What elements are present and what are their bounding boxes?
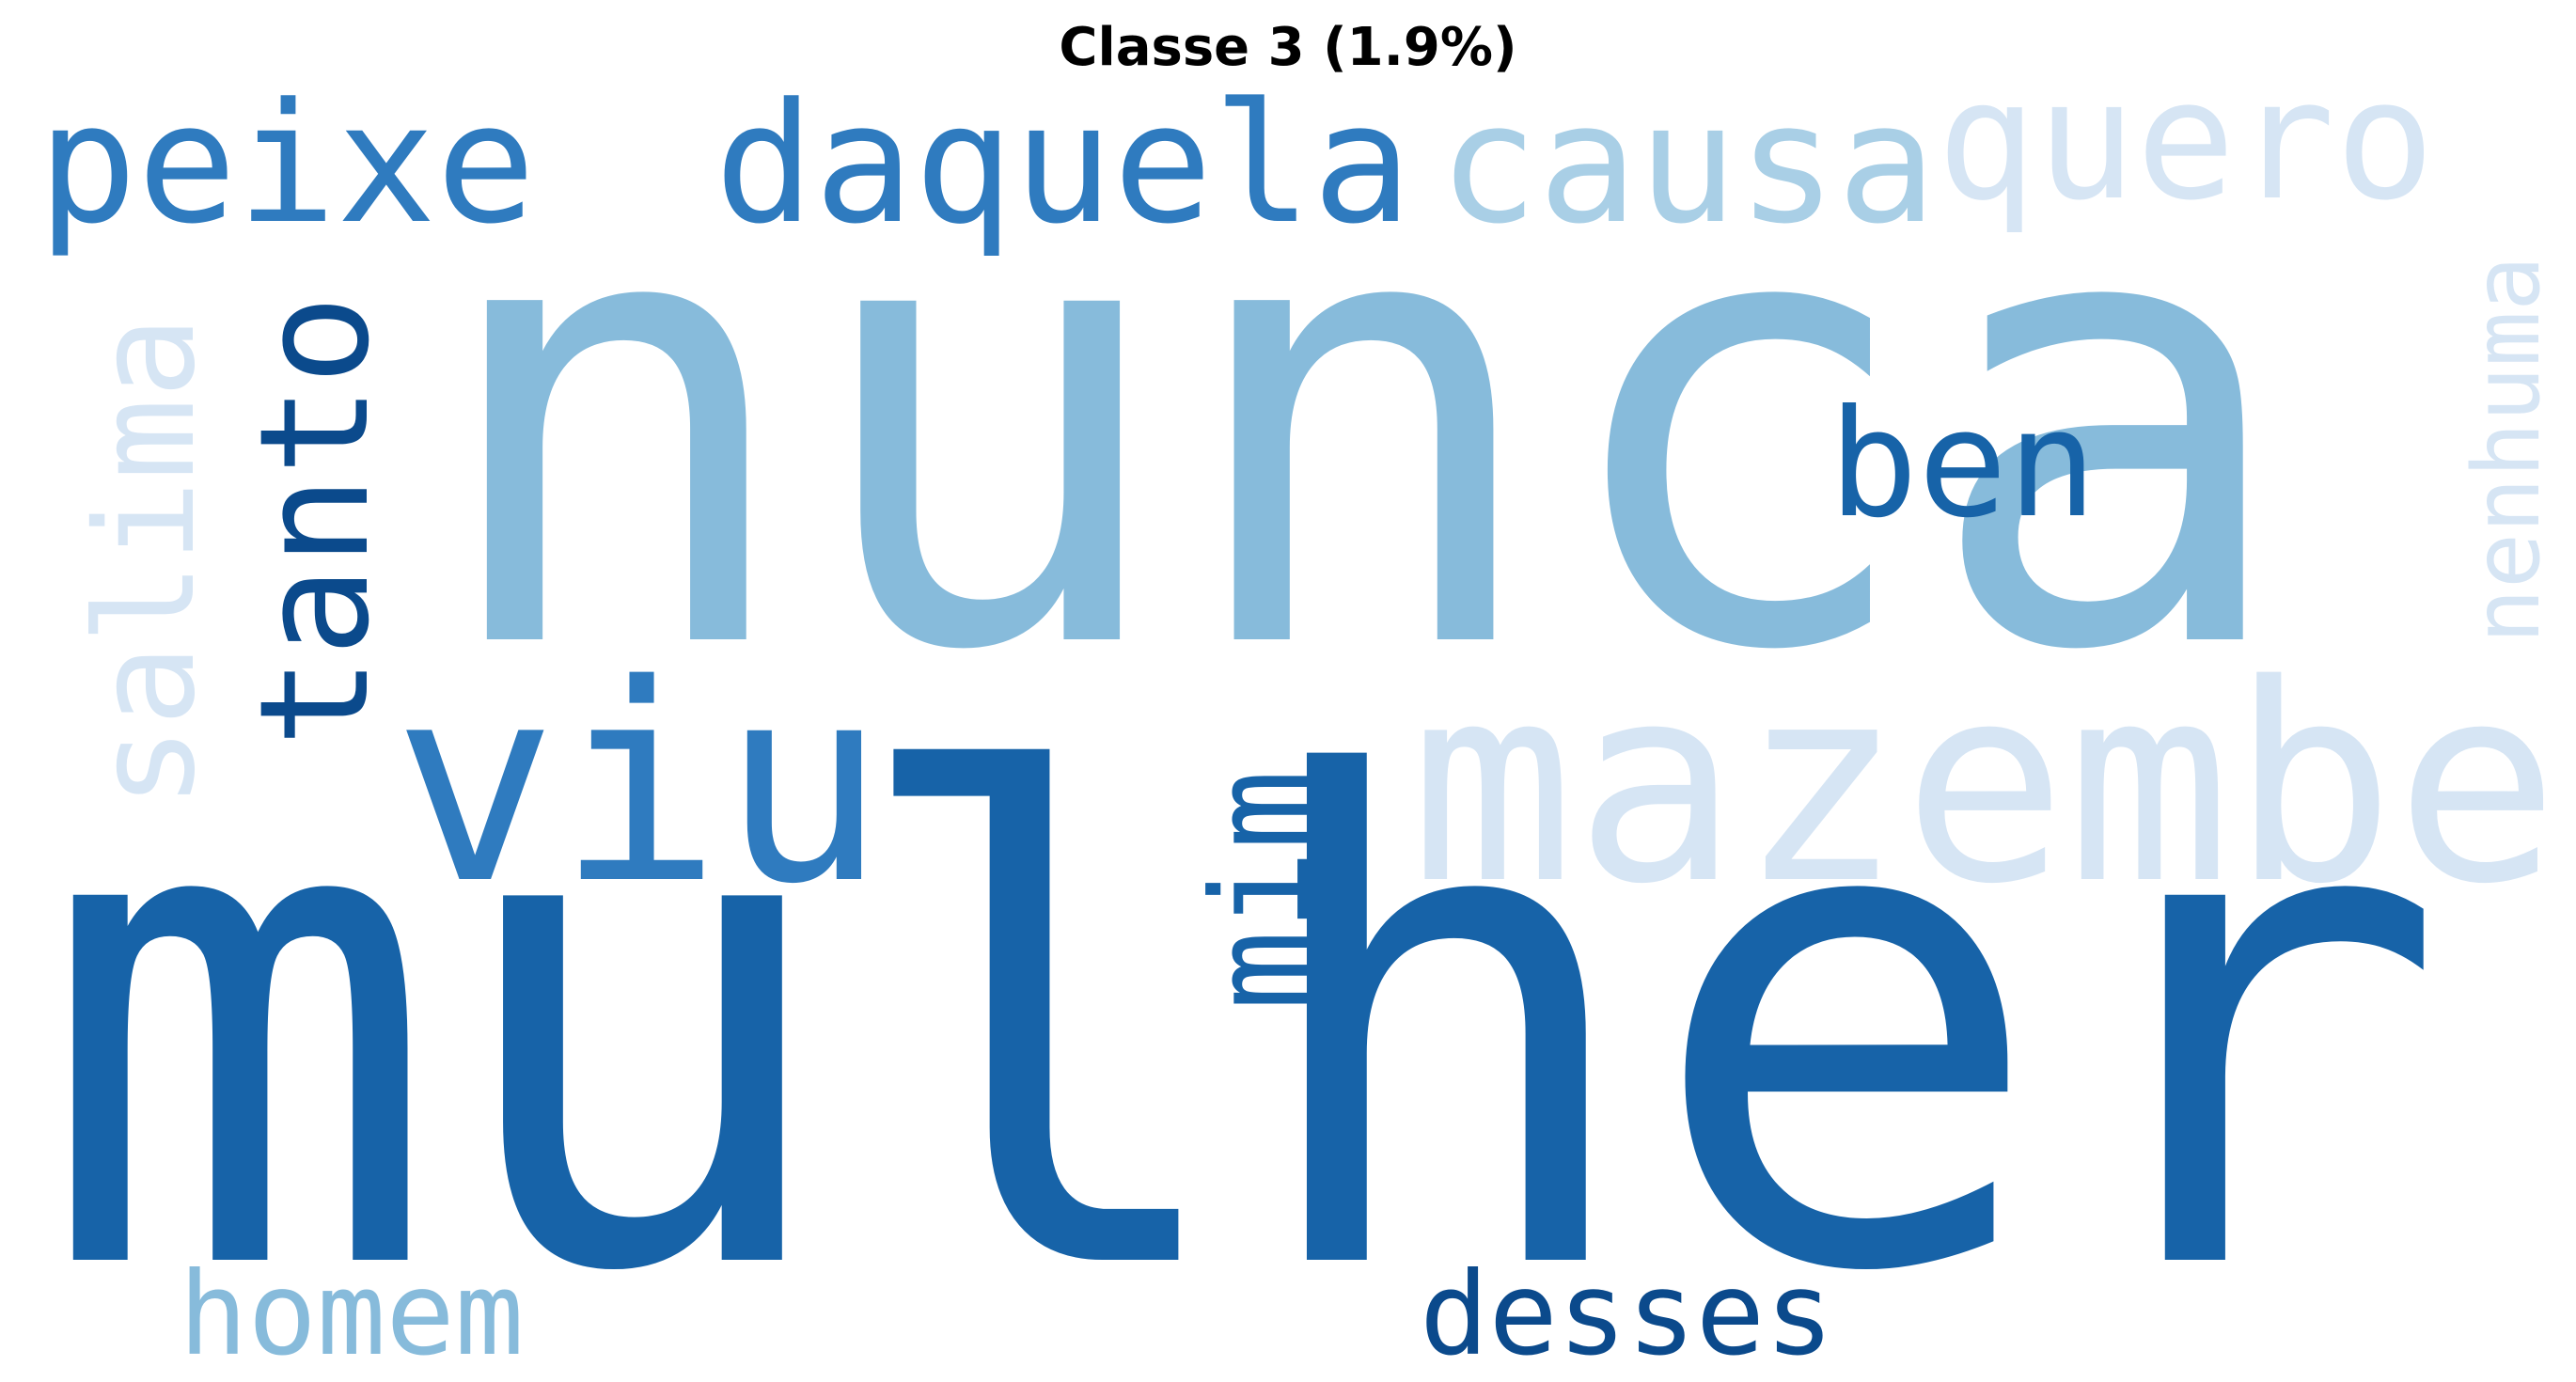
chart-title: Classe 3 (1.9%) <box>1059 17 1517 78</box>
word-tanto: tanto <box>227 294 402 747</box>
word-peixe: peixe <box>38 68 536 260</box>
word-quero: quero <box>1937 44 2435 237</box>
word-nunca: nunca <box>428 63 2296 786</box>
word-desses: desses <box>1420 1248 1834 1381</box>
word-mim: mim <box>1184 770 1339 1011</box>
word-mazembe: mazembe <box>1410 627 2559 944</box>
word-mulher: mulher <box>38 641 2449 1382</box>
word-viu: viu <box>393 627 886 944</box>
word-homem: homem <box>179 1248 524 1381</box>
word-salima: salima <box>67 316 226 809</box>
word-ben: ben <box>1829 378 2097 551</box>
word-causa: causa <box>1438 68 1937 260</box>
word-nenhuma: nenhuma <box>2454 256 2561 644</box>
word-daquela: daquela <box>715 68 1412 260</box>
